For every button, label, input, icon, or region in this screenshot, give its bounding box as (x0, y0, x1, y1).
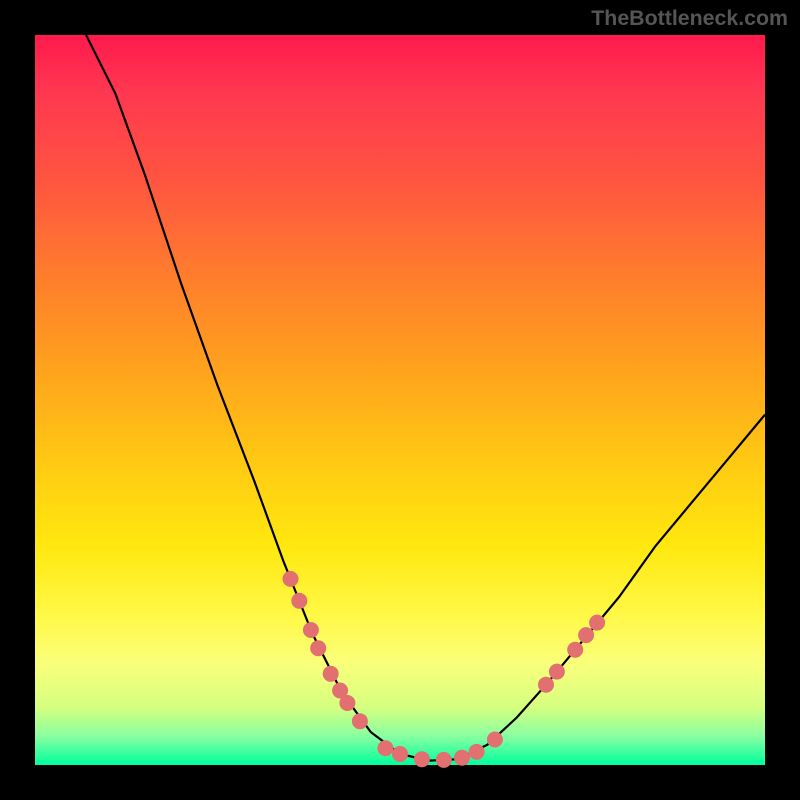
data-marker (414, 751, 430, 767)
data-marker (291, 593, 307, 609)
data-marker (283, 571, 299, 587)
data-marker (549, 664, 565, 680)
data-marker (454, 750, 470, 766)
bottleneck-curve (86, 35, 765, 761)
data-marker (538, 677, 554, 693)
chart-container: TheBottleneck.com (0, 0, 800, 800)
data-marker (310, 640, 326, 656)
data-marker (392, 746, 408, 762)
data-marker (589, 615, 605, 631)
data-marker (469, 744, 485, 760)
data-marker (436, 752, 452, 768)
marker-group (283, 571, 606, 768)
watermark-text: TheBottleneck.com (591, 6, 788, 31)
chart-svg (0, 0, 800, 800)
data-marker (303, 622, 319, 638)
data-marker (578, 627, 594, 643)
data-marker (567, 642, 583, 658)
data-marker (352, 713, 368, 729)
data-marker (487, 732, 503, 748)
data-marker (339, 695, 355, 711)
data-marker (377, 740, 393, 756)
data-marker (323, 666, 339, 682)
